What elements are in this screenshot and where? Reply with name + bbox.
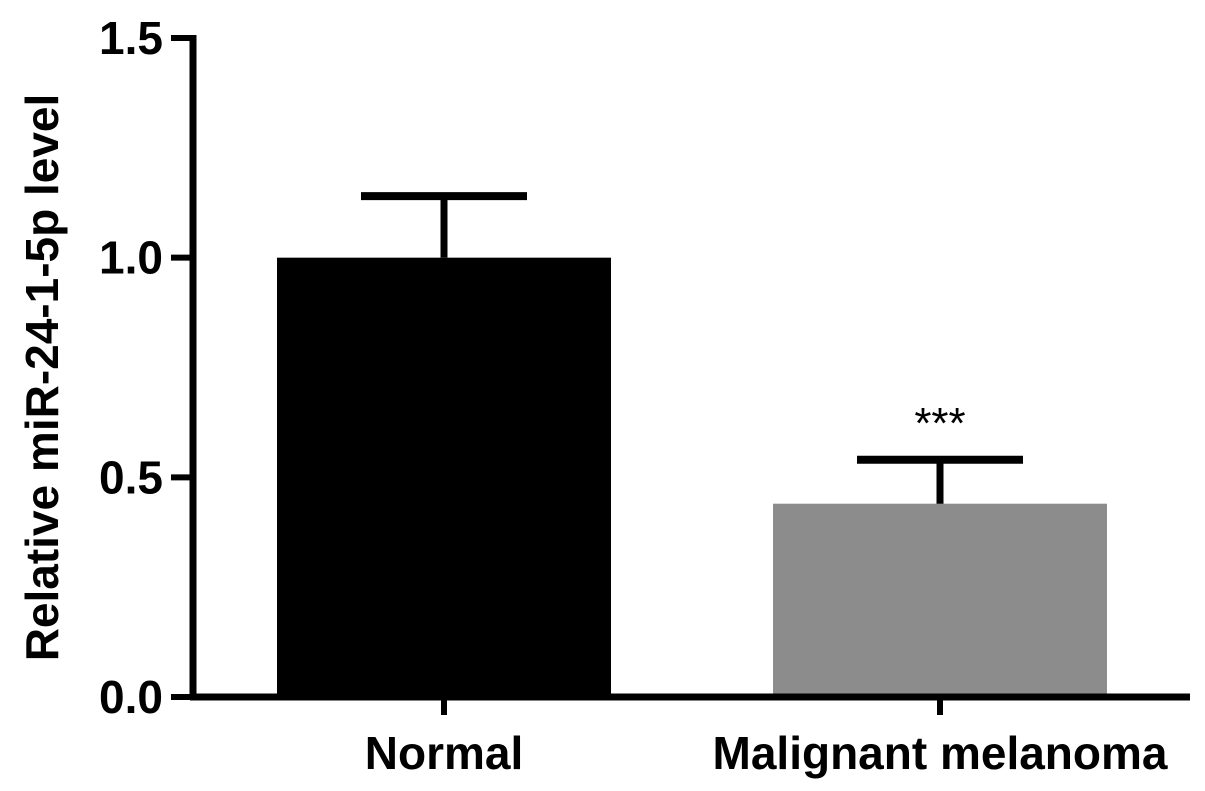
- y-tick-label: 0.5: [99, 451, 163, 503]
- y-tick-label: 1.5: [99, 12, 163, 64]
- significance-annotation: ***: [914, 399, 965, 448]
- y-tick-label: 0.0: [99, 671, 163, 723]
- y-axis-title: Relative miR-24-1-5p level: [16, 94, 68, 662]
- x-tick-label: Normal: [365, 727, 523, 779]
- chart-marks: Normal *** Malignant melanoma 0.0 0.5 1.0 1.5: [99, 12, 1190, 779]
- x-tick-label: Malignant melanoma: [713, 727, 1168, 779]
- y-tick-label: 1.0: [99, 232, 163, 284]
- bar-normal: [277, 257, 611, 697]
- bar-malignant-melanoma: [773, 503, 1107, 697]
